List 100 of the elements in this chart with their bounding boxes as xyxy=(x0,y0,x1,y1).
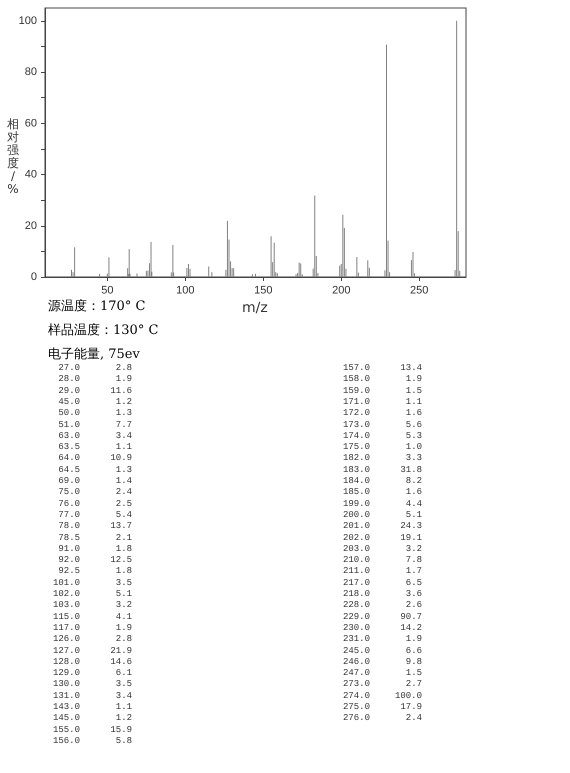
text: 15.9 xyxy=(109,724,132,735)
text: 2.6 xyxy=(404,600,422,610)
text: 64.0 xyxy=(57,453,80,464)
text: 13.7 xyxy=(109,521,132,532)
text: 14.6 xyxy=(109,656,132,667)
text: 3.6 xyxy=(404,589,422,599)
y-tick-label: 20 xyxy=(24,220,37,232)
text: 5.6 xyxy=(404,420,422,430)
text: 2.8 xyxy=(114,363,132,373)
text: 1.8 xyxy=(114,544,132,554)
text: 217.0 xyxy=(342,578,370,588)
text: 7.7 xyxy=(114,420,132,430)
text: 157.0 xyxy=(342,363,370,373)
text: 9.8 xyxy=(404,656,422,667)
text: 2.7 xyxy=(404,679,422,690)
text: 1.9 xyxy=(404,374,422,384)
text: 274.0 xyxy=(342,690,370,701)
text: 101.0 xyxy=(52,578,80,588)
text: 171.0 xyxy=(342,396,370,407)
text: 2.4 xyxy=(404,713,422,724)
text: 10.9 xyxy=(109,453,132,464)
text: 1.0 xyxy=(404,442,422,452)
text: 69.0 xyxy=(57,476,80,486)
text: 117.0 xyxy=(52,622,80,633)
text: 218.0 xyxy=(342,589,370,599)
text: 210.0 xyxy=(342,555,370,566)
text: 126.0 xyxy=(52,634,80,644)
text: 129.0 xyxy=(52,668,80,678)
text: 27.0 xyxy=(57,363,80,373)
text: 228.0 xyxy=(342,600,370,610)
text: 199.0 xyxy=(342,498,370,509)
text: 1.1 xyxy=(404,396,422,407)
text: 1.5 xyxy=(404,386,422,396)
text: 78.0 xyxy=(57,521,80,532)
text: 样品温度：130° C xyxy=(48,322,158,339)
text: 2.4 xyxy=(114,487,132,498)
x-axis-title: m/z xyxy=(242,300,268,316)
text: 8.2 xyxy=(404,476,422,486)
x-tick-label: 200 xyxy=(332,284,350,296)
x-tick-label: 50 xyxy=(101,284,114,296)
text: 156.0 xyxy=(52,736,80,746)
text: 173.0 xyxy=(342,420,370,430)
text: 4.1 xyxy=(114,612,132,622)
text: 1.1 xyxy=(114,702,132,712)
text: 63.0 xyxy=(57,430,80,441)
text: 78.5 xyxy=(57,532,80,542)
text: 45.0 xyxy=(57,396,80,407)
text: 17.9 xyxy=(399,702,422,712)
text: 5.1 xyxy=(404,510,422,520)
text: 273.0 xyxy=(342,679,370,690)
text: 3.5 xyxy=(114,578,132,588)
text: 100.0 xyxy=(394,690,422,701)
text: 184.0 xyxy=(342,476,370,486)
text: 1.5 xyxy=(404,668,422,678)
text: 1.6 xyxy=(404,408,422,418)
text: 246.0 xyxy=(342,656,370,667)
text: 3.4 xyxy=(114,430,132,441)
y-tick-label: 80 xyxy=(24,66,37,78)
text: 51.0 xyxy=(57,420,80,430)
x-tick-label: 150 xyxy=(254,284,272,296)
y-tick-label: 0 xyxy=(30,271,37,283)
text: 1.2 xyxy=(114,396,132,407)
text: 203.0 xyxy=(342,544,370,554)
text: 1.6 xyxy=(404,487,422,498)
text: 159.0 xyxy=(342,386,370,396)
text: 230.0 xyxy=(342,622,370,633)
text: 92.5 xyxy=(57,566,80,576)
text: 183.0 xyxy=(342,464,370,475)
text: 6.6 xyxy=(404,646,422,656)
text: 6.5 xyxy=(404,578,422,588)
text: 5.1 xyxy=(114,589,132,599)
text: 50.0 xyxy=(57,408,80,418)
text: 275.0 xyxy=(342,702,370,712)
text: 1.4 xyxy=(114,476,132,486)
text: 92.0 xyxy=(57,555,80,566)
text: 2.5 xyxy=(114,498,132,509)
text: 源温度：170° C xyxy=(48,298,146,315)
text: 77.0 xyxy=(57,510,80,520)
text: 127.0 xyxy=(52,646,80,656)
text: 28.0 xyxy=(57,374,80,384)
text: 90.7 xyxy=(399,612,422,622)
text: 76.0 xyxy=(57,498,80,509)
text: 2.1 xyxy=(114,532,132,542)
y-tick-label: 100 xyxy=(18,14,37,27)
text: 19.1 xyxy=(399,532,422,542)
text: 247.0 xyxy=(342,668,370,678)
text: 131.0 xyxy=(52,690,80,701)
text: 103.0 xyxy=(52,600,80,610)
text: 2.8 xyxy=(114,634,132,644)
text: 4.4 xyxy=(404,498,422,509)
text: 21.9 xyxy=(109,646,132,656)
text: 3.2 xyxy=(404,544,422,554)
text: 172.0 xyxy=(342,408,370,418)
text: 63.5 xyxy=(57,442,80,452)
text: 211.0 xyxy=(342,566,370,576)
text: 200.0 xyxy=(342,510,370,520)
text: 3.5 xyxy=(114,679,132,690)
text: 29.0 xyxy=(57,386,80,396)
text: 185.0 xyxy=(342,487,370,498)
text: 1.9 xyxy=(114,374,132,384)
